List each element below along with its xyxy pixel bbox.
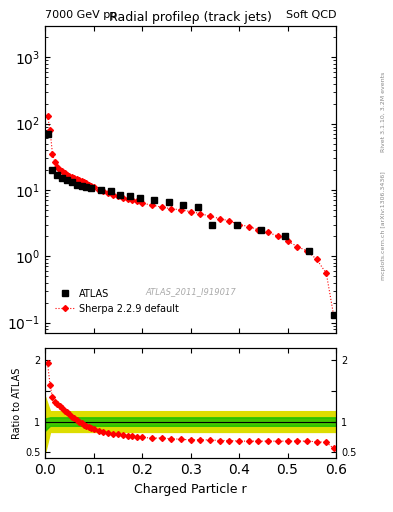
- ATLAS: [79, 183, 84, 189]
- ATLAS: [181, 202, 186, 208]
- Sherpa 2.2.9 default: [169, 206, 174, 212]
- Sherpa 2.2.9 default: [57, 167, 62, 173]
- Sherpa 2.2.9 default: [227, 218, 232, 224]
- Legend: ATLAS, Sherpa 2.2.9 default: ATLAS, Sherpa 2.2.9 default: [51, 285, 183, 317]
- Sherpa 2.2.9 default: [125, 196, 130, 202]
- Sherpa 2.2.9 default: [140, 200, 145, 206]
- ATLAS: [210, 222, 215, 228]
- ATLAS: [84, 184, 89, 190]
- Sherpa 2.2.9 default: [116, 193, 120, 199]
- Sherpa 2.2.9 default: [45, 113, 50, 119]
- Sherpa 2.2.9 default: [60, 168, 64, 175]
- ATLAS: [108, 188, 113, 195]
- ATLAS: [259, 227, 263, 233]
- ATLAS: [74, 182, 79, 188]
- Text: Rivet 3.1.10, 3.2M events: Rivet 3.1.10, 3.2M events: [381, 72, 386, 152]
- ATLAS: [50, 167, 55, 173]
- Sherpa 2.2.9 default: [217, 216, 222, 222]
- Sherpa 2.2.9 default: [285, 238, 290, 244]
- ATLAS: [55, 172, 60, 178]
- Sherpa 2.2.9 default: [64, 172, 70, 178]
- ATLAS: [234, 222, 239, 228]
- ATLAS: [118, 191, 123, 198]
- Sherpa 2.2.9 default: [79, 178, 84, 184]
- Sherpa 2.2.9 default: [149, 202, 154, 208]
- Sherpa 2.2.9 default: [89, 183, 94, 189]
- Sherpa 2.2.9 default: [91, 184, 96, 190]
- Sherpa 2.2.9 default: [256, 227, 261, 233]
- Sherpa 2.2.9 default: [53, 159, 57, 165]
- Sherpa 2.2.9 default: [120, 195, 125, 201]
- ATLAS: [89, 185, 94, 191]
- Sherpa 2.2.9 default: [62, 170, 67, 176]
- Sherpa 2.2.9 default: [106, 190, 110, 196]
- Line: ATLAS: ATLAS: [44, 131, 337, 318]
- Sherpa 2.2.9 default: [246, 223, 251, 229]
- Y-axis label: Ratio to ATLAS: Ratio to ATLAS: [12, 368, 22, 439]
- Sherpa 2.2.9 default: [275, 233, 280, 239]
- ATLAS: [45, 131, 50, 137]
- Sherpa 2.2.9 default: [84, 180, 89, 186]
- Sherpa 2.2.9 default: [74, 176, 79, 182]
- Sherpa 2.2.9 default: [178, 207, 183, 213]
- ATLAS: [152, 197, 156, 203]
- Sherpa 2.2.9 default: [314, 256, 319, 262]
- Sherpa 2.2.9 default: [130, 197, 135, 203]
- Sherpa 2.2.9 default: [82, 179, 86, 185]
- ATLAS: [283, 233, 288, 239]
- ATLAS: [307, 248, 312, 254]
- Title: Radial profileρ (track jets): Radial profileρ (track jets): [109, 11, 272, 25]
- Text: 7000 GeV pp: 7000 GeV pp: [45, 10, 118, 20]
- Sherpa 2.2.9 default: [111, 191, 116, 198]
- ATLAS: [196, 204, 200, 210]
- ATLAS: [99, 187, 103, 193]
- Sherpa 2.2.9 default: [48, 127, 52, 133]
- Sherpa 2.2.9 default: [77, 177, 81, 183]
- ATLAS: [331, 312, 336, 318]
- Sherpa 2.2.9 default: [72, 175, 77, 181]
- ATLAS: [70, 179, 74, 185]
- Sherpa 2.2.9 default: [198, 210, 203, 217]
- Sherpa 2.2.9 default: [159, 204, 164, 210]
- X-axis label: Charged Particle r: Charged Particle r: [134, 483, 247, 496]
- Sherpa 2.2.9 default: [305, 248, 309, 254]
- Sherpa 2.2.9 default: [331, 312, 336, 318]
- ATLAS: [64, 177, 70, 183]
- Sherpa 2.2.9 default: [324, 270, 329, 276]
- ATLAS: [167, 199, 171, 205]
- Sherpa 2.2.9 default: [188, 208, 193, 215]
- Sherpa 2.2.9 default: [135, 198, 140, 204]
- ATLAS: [138, 195, 142, 201]
- Line: Sherpa 2.2.9 default: Sherpa 2.2.9 default: [46, 114, 336, 317]
- Sherpa 2.2.9 default: [295, 243, 299, 249]
- Sherpa 2.2.9 default: [266, 229, 270, 236]
- Sherpa 2.2.9 default: [96, 187, 101, 193]
- Sherpa 2.2.9 default: [70, 174, 74, 180]
- Text: mcplots.cern.ch [arXiv:1306.3436]: mcplots.cern.ch [arXiv:1306.3436]: [381, 171, 386, 280]
- Sherpa 2.2.9 default: [86, 182, 91, 188]
- ATLAS: [128, 193, 132, 199]
- Sherpa 2.2.9 default: [67, 173, 72, 179]
- Sherpa 2.2.9 default: [55, 164, 60, 170]
- Sherpa 2.2.9 default: [208, 213, 212, 219]
- Sherpa 2.2.9 default: [101, 188, 106, 195]
- ATLAS: [60, 175, 64, 181]
- Sherpa 2.2.9 default: [50, 151, 55, 157]
- Text: Soft QCD: Soft QCD: [286, 10, 336, 20]
- Text: ATLAS_2011_I919017: ATLAS_2011_I919017: [145, 287, 236, 296]
- Sherpa 2.2.9 default: [237, 222, 241, 228]
